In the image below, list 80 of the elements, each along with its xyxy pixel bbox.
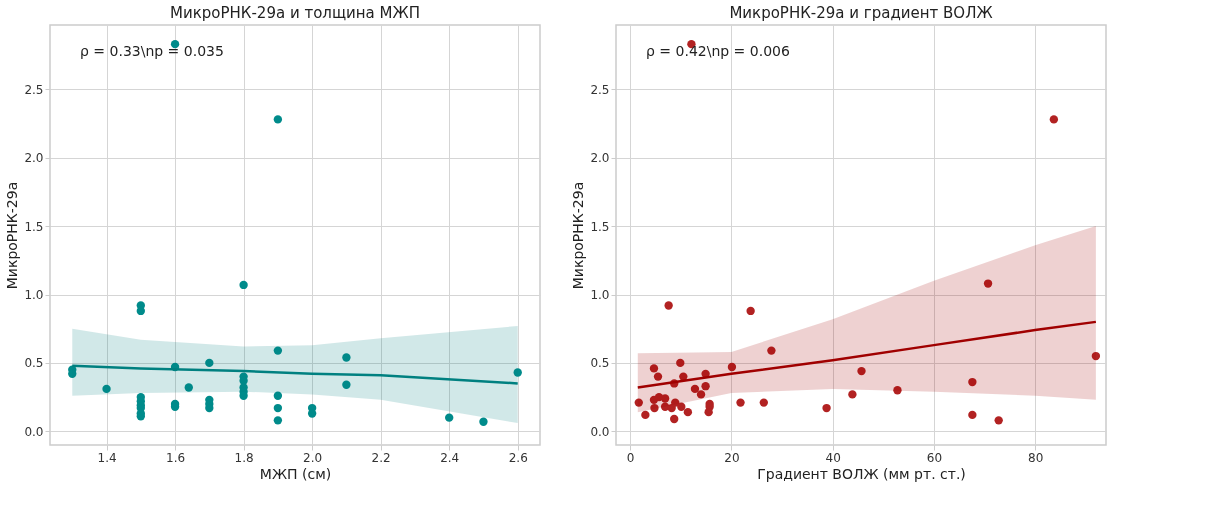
point [968,410,977,420]
x-axis-title: Градиент ВОЛЖ (мм рт. ст.) [757,465,966,482]
line-series [636,320,1098,389]
y-tick-label: 0.0 [24,424,44,439]
point [701,382,710,391]
point [736,398,745,407]
point [660,394,670,403]
point [445,413,454,422]
point [273,416,283,425]
point [184,383,193,392]
x-tick-label: 2.0 [303,450,323,465]
point [1049,115,1059,124]
x-tick-label: 0 [626,450,635,465]
y-tick-label: 2.5 [590,82,610,97]
point [670,414,679,424]
x-tick-label: 80 [1027,450,1044,465]
point [650,403,659,413]
point [746,306,755,316]
y-tick-label: 2.5 [24,82,44,97]
point [690,384,700,394]
y-tick-label: 0.0 [590,424,610,439]
point [857,366,866,376]
x-tick-label: 2.4 [440,450,460,465]
annotation: ρ = 0.33\np = 0.035 [80,43,224,59]
point [683,407,693,417]
point [677,402,686,411]
point [696,390,706,399]
point [342,380,351,389]
point [671,398,680,407]
y-axis-title: МикроРНК-29а [570,181,587,290]
point [342,353,351,362]
point [893,386,902,395]
y-tick-label: 1.0 [590,288,610,303]
point [649,364,659,373]
y-tick-label: 2.0 [24,151,44,166]
y-tick-label: 1.5 [24,219,44,234]
y-tick-label: 1.0 [24,288,44,303]
point [273,403,283,413]
x-tick-label: 1.6 [166,450,186,465]
chart-title: МикроРНК-29а и толщина МЖП [170,4,420,22]
x-tick-label: 40 [825,450,841,465]
point [479,417,488,426]
point [239,280,248,290]
point [102,384,111,394]
point [848,390,857,399]
y-tick-label: 2.0 [590,151,610,166]
x-tick-label: 1.4 [97,450,117,465]
point [205,358,214,368]
x-tick-label: 20 [724,450,740,465]
point [1091,351,1101,361]
point [307,409,317,418]
y-axis-title: МикроРНК-29а [4,181,21,290]
point [664,301,673,310]
point [660,402,670,411]
point [653,372,663,381]
chart-title: МикроРНК-29а и градиент ВОЛЖ [729,4,993,22]
annotation: ρ = 0.42\np = 0.006 [646,43,790,59]
point [759,398,768,407]
point [513,368,522,377]
point [634,398,643,407]
point [273,346,283,355]
point [273,115,283,124]
point [983,279,993,288]
y-tick-label: 1.5 [590,219,610,234]
point [767,346,776,355]
x-tick-label: 2.2 [371,450,391,465]
point [727,362,737,372]
point [968,377,977,387]
x-axis-title: МЖП (см) [259,465,332,482]
point [273,391,283,400]
point [170,39,180,49]
point [822,403,831,413]
point [641,410,650,420]
point [994,416,1003,425]
x-tick-label: 60 [926,450,943,465]
x-tick-label: 2.6 [508,450,528,465]
y-tick-label: 0.5 [24,356,44,371]
x-tick-label: 1.8 [234,450,254,465]
y-tick-label: 0.5 [590,356,610,371]
point [676,358,685,368]
